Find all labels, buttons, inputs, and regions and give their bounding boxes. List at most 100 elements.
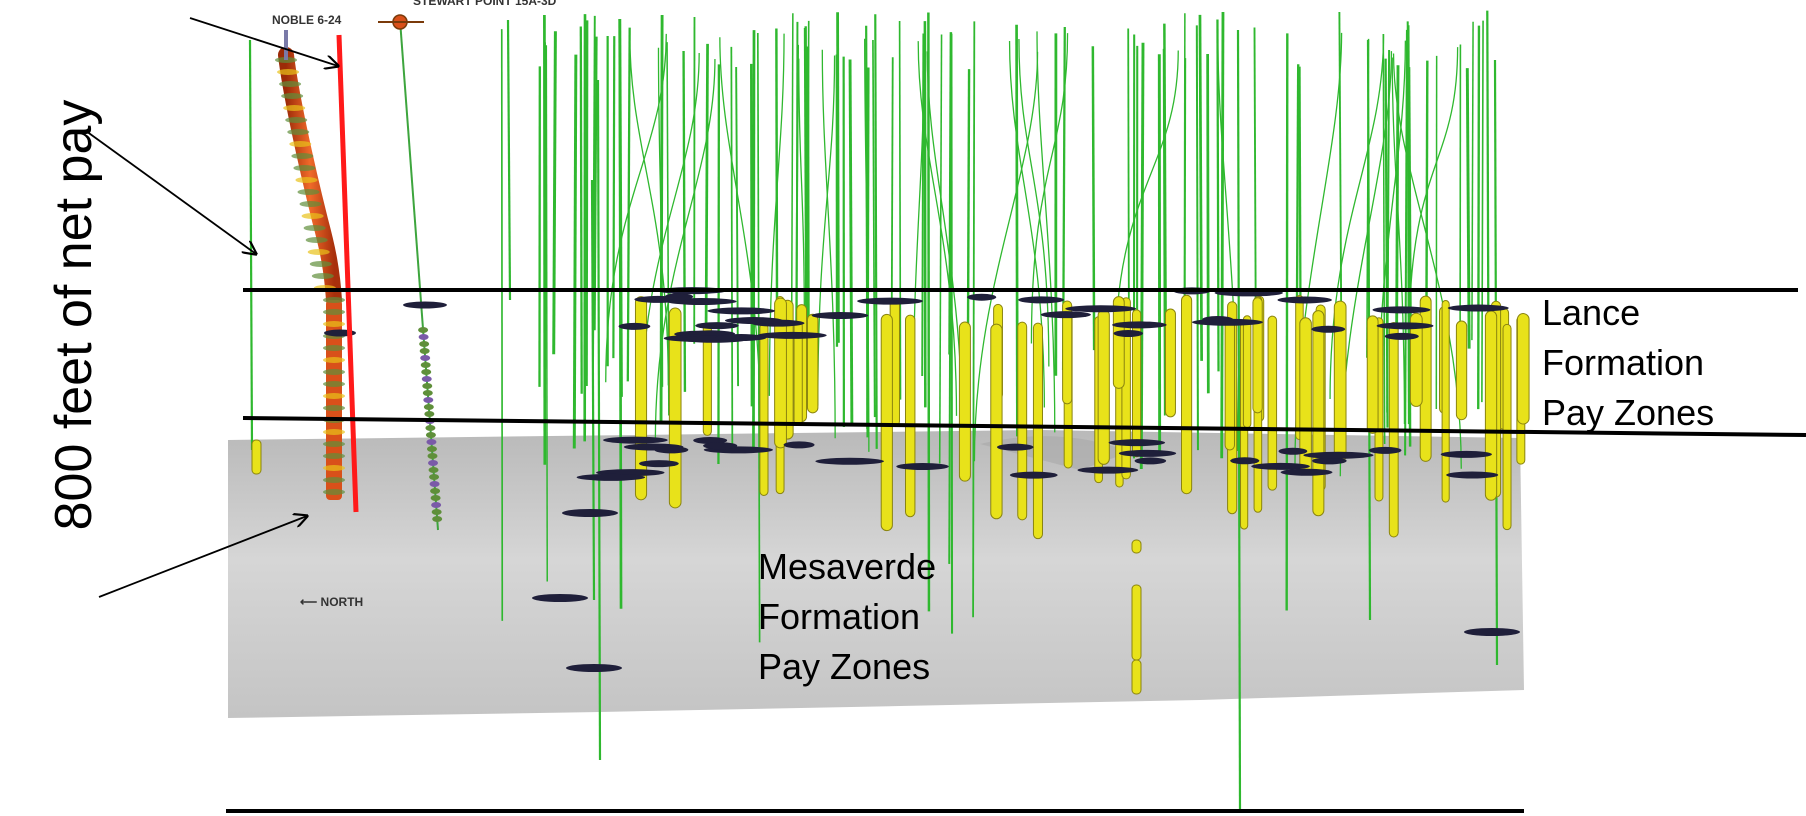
- pay-zone-cylinder: [1181, 294, 1193, 495]
- stewart-bead: [424, 411, 435, 417]
- well-line: [584, 20, 589, 387]
- well-disc-marker: [1280, 468, 1333, 476]
- pay-zone-cylinder: [806, 313, 819, 414]
- well-disc-marker: [1447, 304, 1509, 312]
- deviated-well: [1030, 33, 1069, 344]
- lance-line-3: Pay Zones: [1542, 392, 1715, 433]
- well-line: [1206, 53, 1210, 394]
- deviated-well: [629, 30, 669, 386]
- stewart-bead: [429, 481, 440, 487]
- mesaverde-surface: [228, 430, 1524, 718]
- well-line: [1338, 11, 1343, 333]
- well-disc-marker: [1018, 296, 1065, 304]
- pay-zone-cylinder: [1502, 323, 1512, 531]
- well-line: [612, 36, 616, 359]
- pay-zone-cylinder: [1131, 584, 1142, 661]
- well-line: [572, 54, 578, 449]
- well-line: [1382, 33, 1386, 444]
- pay-zone-cylinder: [668, 307, 682, 509]
- well-disc-marker: [815, 457, 884, 465]
- well-disc-marker: [724, 317, 783, 325]
- deviated-well: [817, 55, 836, 406]
- well-disc-marker: [1113, 329, 1144, 337]
- noble-ring: [323, 297, 345, 303]
- well-line: [593, 36, 598, 331]
- noble-ring: [311, 273, 334, 279]
- well-line: [730, 46, 734, 452]
- stewart-bead: [430, 495, 441, 501]
- well-disc-marker: [1446, 471, 1499, 479]
- well-disc-marker: [693, 436, 728, 444]
- well-disc-marker: [664, 293, 694, 301]
- lance-zone-label: Lance Formation Pay Zones: [1542, 288, 1714, 438]
- noble-ring: [323, 441, 345, 447]
- pay-zone-cylinder: [1516, 313, 1530, 425]
- pay-zone-cylinder: [1441, 300, 1450, 503]
- well-disc-marker: [857, 297, 923, 305]
- well-disc-marker: [1368, 446, 1402, 454]
- long-well: [1236, 29, 1242, 811]
- pay-zone-cylinder: [251, 439, 262, 475]
- stewart-bead: [431, 502, 442, 508]
- stewart-bead: [425, 425, 436, 431]
- well-line: [1015, 24, 1019, 437]
- noble-ring: [305, 237, 328, 243]
- well-disc-marker: [1278, 447, 1308, 455]
- well-disc-marker: [654, 446, 689, 454]
- noble-ring: [323, 489, 345, 495]
- well-line: [1216, 19, 1220, 372]
- noble-ring: [277, 69, 300, 75]
- well-line: [1404, 29, 1408, 456]
- mesaverde-line-2: Formation: [758, 596, 921, 637]
- mesaverde-zone-label: Mesaverde Formation Pay Zones: [758, 542, 936, 692]
- well-disc-marker: [1376, 322, 1434, 330]
- well-line: [950, 33, 954, 634]
- well-disc-marker: [757, 331, 827, 339]
- lance-line-2: Formation: [1542, 342, 1705, 383]
- noble-ring: [323, 381, 345, 387]
- noble-ring: [287, 129, 310, 135]
- deviated-well: [1018, 39, 1050, 367]
- stewart-bead: [430, 488, 441, 494]
- stewart-bead: [428, 460, 439, 466]
- pay-zone-cylinder: [990, 323, 1003, 520]
- stewart-bead: [418, 327, 429, 333]
- noble-ring: [295, 177, 318, 183]
- noble-ring: [299, 201, 322, 207]
- stewart-bead: [421, 376, 432, 382]
- mesaverde-line-3: Pay Zones: [758, 646, 931, 687]
- well-disc-marker: [1009, 471, 1058, 479]
- well-disc-marker: [1118, 449, 1177, 457]
- stewart-bead: [432, 516, 443, 522]
- well-disc-marker: [896, 462, 949, 470]
- stewart-bead: [419, 348, 430, 354]
- well-disc-marker: [695, 322, 739, 330]
- well-line: [1465, 68, 1471, 349]
- noble-ring: [303, 225, 326, 231]
- well-disc-marker: [783, 441, 815, 449]
- long-well: [248, 39, 254, 451]
- well-disc-marker: [603, 436, 668, 444]
- noble-ring: [307, 249, 330, 255]
- well-disc-marker: [1311, 325, 1346, 333]
- deviated-well: [973, 51, 1039, 462]
- pay-zone-cylinder: [1267, 315, 1278, 491]
- noble-ring: [323, 477, 345, 483]
- well-line: [666, 42, 670, 416]
- noble-ring: [283, 105, 306, 111]
- well-disc-marker: [1372, 306, 1431, 314]
- stewart-bead: [426, 446, 437, 452]
- well-disc-marker: [1112, 321, 1167, 329]
- well-disc-marker: [638, 460, 679, 468]
- well-disc-marker: [1192, 318, 1263, 326]
- well-line: [579, 26, 583, 394]
- well-disc-marker: [562, 509, 618, 517]
- stewart-bead: [422, 390, 433, 396]
- noble-well-label: NOBLE 6-24: [272, 13, 342, 27]
- deviated-well: [1036, 31, 1056, 433]
- deviated-well: [719, 37, 762, 429]
- long-well: [506, 19, 512, 301]
- deviated-well: [864, 38, 870, 452]
- well-disc-marker: [1108, 439, 1166, 447]
- well-line: [500, 29, 504, 621]
